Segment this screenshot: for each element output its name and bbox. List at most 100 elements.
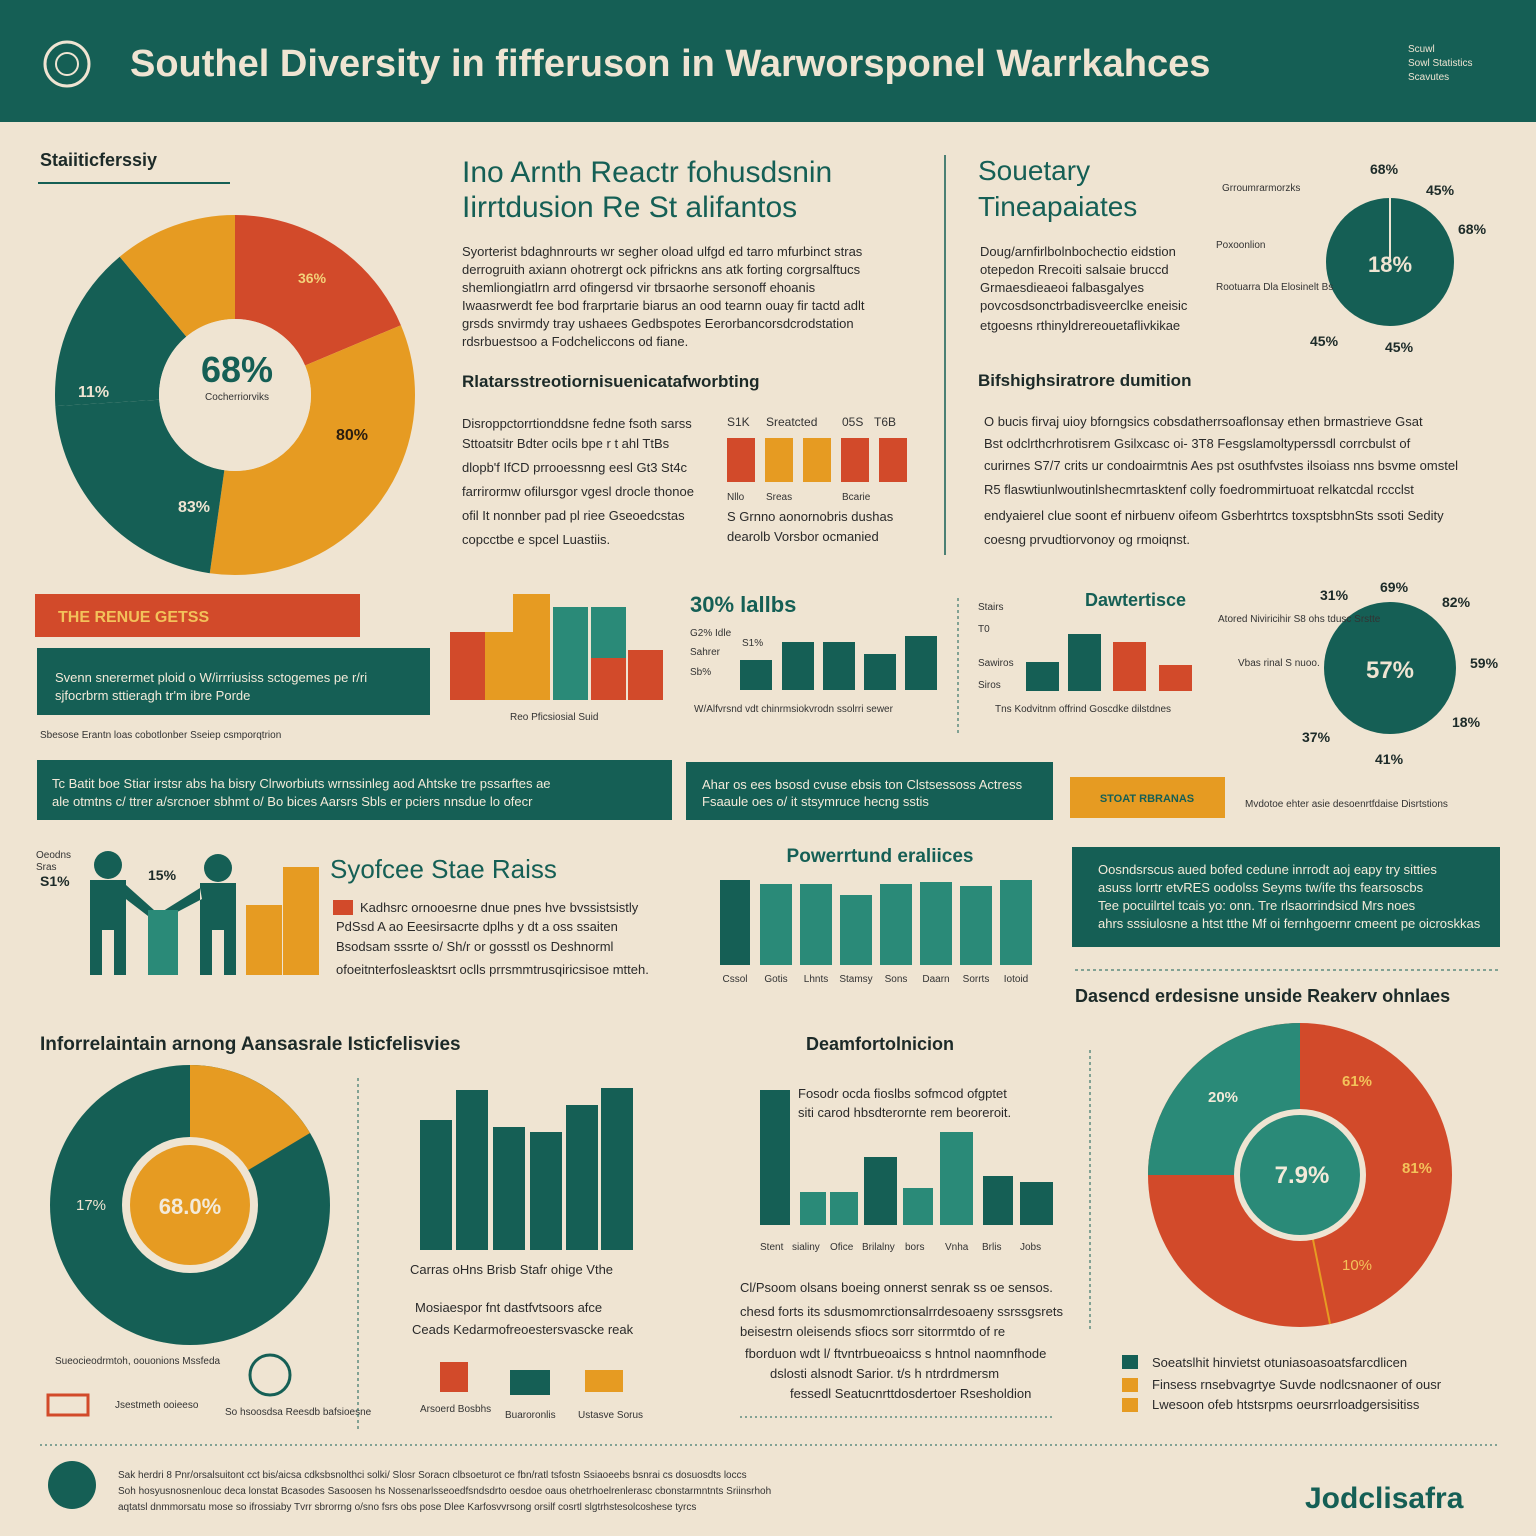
bar [246,905,282,975]
slice-label: 10% [1342,1257,1372,1274]
donut-slice [55,215,415,575]
bar [841,438,869,482]
icon-label: Oeodns [36,850,71,861]
body [90,880,154,975]
body-line: fessedl Seatucnrttdosdertoer Rsesholdion [790,1386,1031,1401]
axis-note: T0 [978,624,990,635]
text-box [37,648,430,715]
body-line: Ceads Kedarmofreoestersvascke reak [412,1322,634,1337]
bar-label: 05S [842,415,863,429]
body-line: copcctbe e spcel Luastiis. [462,532,610,547]
chart-caption: W/Alfvrsnd vdt chinrmsiokvrodn ssolrri s… [694,704,894,715]
body-line: Cl/Psoom olsans boeing onnerst senrak ss… [740,1280,1053,1295]
slice-label: 80% [336,427,368,444]
chart-caption: Carras oHns Brisb Stafr ohige Vthe [410,1262,613,1277]
slice-label: 45% [1310,333,1339,349]
bar [880,884,912,965]
text-block: Cl/Psoom olsans boeing onnerst senrak ss… [740,1280,1063,1401]
body-line: Grmaesdieaeoi falbasgalyes [980,280,1145,295]
globe-icon [248,1353,292,1397]
axis-note: S1% [742,638,763,649]
box-line: Oosndsrscus aued bofed cedune inrrodt ao… [1098,862,1437,877]
axis-note: G2% Idle [690,628,732,639]
body-line: ofil It nonnber pad pl riee Gseoedcstas [462,508,685,523]
body-line: siti carod hbsdterornte rem beoreroit. [798,1105,1011,1120]
body-line: rdsrbuestsoo a Fodcheliccons od fiane. [462,334,688,349]
x-label: Vnha [945,1242,969,1253]
x-label: bors [905,1242,924,1253]
bar [283,867,319,975]
legend-swatch [1122,1398,1138,1412]
pie-note: Poxoonlion [1216,240,1265,251]
panel-title: Tineapaiates [978,191,1137,222]
icon-label: Ustasve Sorus [578,1410,643,1421]
legend-text: Finsess rnsebvagrtye Suvde nodlcsnaoner … [1152,1377,1442,1392]
body-line: Fosodr ocda fioslbs sofmcod ofgptet [798,1086,1007,1101]
footer-line: aqtatsl dnmmorsatu mose so ifrossiaby Tv… [118,1502,696,1513]
bar [905,636,937,690]
bar [1113,642,1146,691]
bar [1026,662,1059,691]
section-title: Dasencd erdesisne unside Reakerv ohnlaes [1075,986,1450,1006]
slice-label: 45% [1385,339,1414,355]
bar [765,438,793,482]
subheading: Bifshighsiratrore dumition [978,371,1191,390]
body-line: S Grnno aonornobris dushas [727,509,894,524]
body-line: Sttoatsitr Bdter ocils bpe r t ahl TtBs [462,436,670,451]
chart-title: Deamfortolnicion [806,1034,954,1054]
slice-label: 59% [1470,655,1499,671]
bar [601,1088,633,1250]
donut-slice [55,215,415,575]
banner [35,594,360,637]
slice-label: 61% [1342,1073,1372,1090]
body-line: chesd forts its sdusmomrctionsalrrdesoae… [740,1304,1063,1319]
text-box [1072,847,1500,947]
body [160,883,236,975]
chart-title: Powerrtund eraliices [787,846,974,867]
text-box [686,762,1053,820]
bar [760,884,792,965]
footer-line: Soh hosyusnosnenlouc deca lonstat Bcasod… [118,1486,771,1497]
bar [782,642,814,690]
icon [585,1370,623,1392]
x-label: Brilalny [862,1242,895,1253]
x-label: Daarn [922,974,949,985]
bar [903,1188,933,1225]
note: Sueocieodrmtoh, oouonions Mssfeda [55,1356,221,1367]
center-value: 68.0% [159,1194,221,1219]
x-label: Stamsy [839,974,872,985]
icon-label: 15% [148,867,177,883]
slice-label: 68% [1458,221,1487,237]
chart-caption: Tns Kodvitnm offrind Goscdke dilstdnes [995,704,1171,715]
head [204,854,232,882]
x-labels: Cssol Gotis Lhnts Stamsy Sons Daarn Sorr… [722,974,1028,985]
box-line: Ahar os ees bsosd cvuse ebsis ton Clstse… [702,777,1023,792]
header-note: Sowl Statistics [1408,58,1472,69]
body-line: dearolb Vorsbor ocmanied [727,529,879,544]
legend-swatch [1122,1378,1138,1392]
box-line: sjfocrbrm sttieragh tr'm ibre Porde [55,688,250,703]
icon-label: Arsoerd Bosbhs [420,1404,491,1415]
slice-label: 31% [1320,587,1349,603]
panel-title: Souetary [978,155,1090,186]
bar [513,594,550,700]
bar [591,658,626,700]
x-label: Iotoid [1004,974,1028,985]
bar [420,1120,452,1250]
header-note: Scavutes [1408,72,1449,83]
bar [628,650,663,700]
bar [1000,880,1032,965]
x-label: Lhnts [804,974,828,985]
bar-group [760,1090,1053,1225]
chart-title: 30% lallbs [690,592,796,617]
box-line: Svenn snerermet ploid o W/irrriusiss sct… [55,670,367,685]
box-line: Fsaaule oes o/ it stsymruce hecng sstis [702,794,929,809]
body-line: coesng prvudtiorvonoy og rmoiqnst. [984,532,1190,547]
pie-note: Grroumrarmorzks [1222,183,1300,194]
bar [720,880,750,965]
bar-note: Nllo [727,492,745,503]
slice-label: 69% [1380,579,1409,595]
icon-label: Sras [36,862,57,873]
body-line: Doug/arnfirlbolnbochectio eidstion [980,244,1176,259]
icon [440,1362,468,1392]
